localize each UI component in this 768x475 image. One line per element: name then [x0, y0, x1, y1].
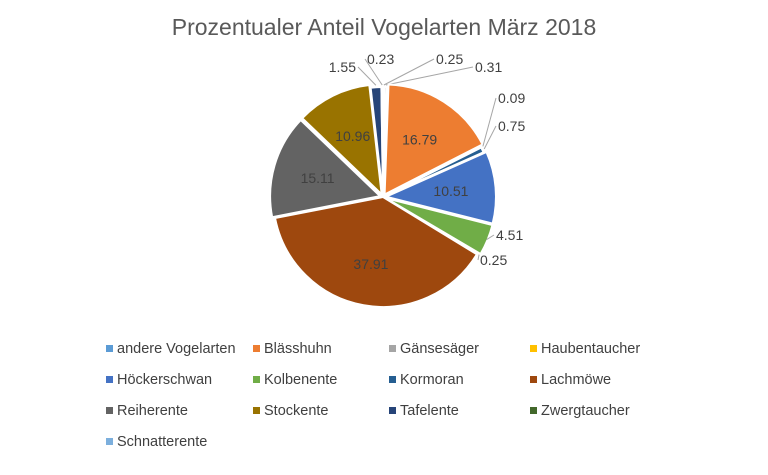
legend-item: Reiherente [106, 403, 188, 419]
legend-label: Kormoran [400, 372, 464, 388]
leader-line-3 [482, 97, 497, 147]
chart-title: Prozentualer Anteil Vogelarten März 2018 [171, 14, 597, 40]
legend-label: Lachmöwe [541, 372, 612, 388]
legend-item: Zwergtaucher [530, 403, 630, 419]
leader-line-10 [357, 66, 377, 86]
legend-label: Haubentaucher [541, 341, 641, 357]
legend-label: andere Vogelarten [117, 341, 236, 357]
data-label-2: 0.31 [475, 59, 502, 75]
legend-label: Tafelente [400, 403, 459, 419]
legend-label: Zwergtaucher [541, 403, 630, 419]
data-label-1: 16.79 [402, 131, 437, 147]
leader-line-12 [364, 58, 383, 86]
pie-slice-1 [383, 83, 484, 197]
legend-swatch [106, 438, 113, 445]
legend-swatch [530, 345, 537, 352]
legend-swatch [106, 376, 113, 383]
legend-swatch [106, 407, 113, 414]
legend-item: Kormoran [389, 372, 464, 388]
legend-item: Stockente [253, 403, 329, 419]
data-label-12: 0.23 [367, 51, 394, 67]
legend-item: Haubentaucher [530, 341, 640, 357]
data-label-8: 15.11 [301, 170, 335, 186]
legend-item: Höckerschwan [106, 372, 212, 388]
legend-swatch [389, 376, 396, 383]
data-label-11: 0.25 [480, 252, 507, 268]
legend-item: Kolbenente [253, 372, 337, 388]
data-label-3: 0.09 [498, 90, 525, 106]
legend-swatch [389, 345, 396, 352]
data-label-9: 10.96 [335, 128, 370, 144]
leader-line-2 [385, 66, 474, 86]
legend-item: Blässhuhn [253, 341, 332, 357]
data-label-5: 4.51 [496, 227, 523, 243]
leader-line-6 [483, 125, 497, 150]
pie-slice-12 [380, 85, 384, 198]
legend-label: Gänsesäger [400, 341, 479, 357]
legend-swatch [253, 345, 260, 352]
leader-line-0 [383, 58, 435, 86]
pie-slice-8 [269, 118, 383, 219]
legend-item: andere Vogelarten [106, 341, 236, 357]
pie-slice-9 [300, 83, 383, 197]
legend-label: Stockente [264, 403, 329, 419]
legend-item: Gänsesäger [389, 341, 479, 357]
leader-line-5 [486, 234, 495, 240]
legend-item: Lachmöwe [530, 372, 611, 388]
legend-label: Kolbenente [264, 372, 338, 388]
legend-label: Blässhuhn [264, 341, 332, 357]
legend-swatch [106, 345, 113, 352]
data-label-10: 1.55 [329, 59, 356, 75]
pie-slice-7 [273, 195, 479, 308]
legend-item: Tafelente [389, 403, 459, 419]
legend-swatch [530, 376, 537, 383]
data-label-6: 0.75 [498, 118, 525, 134]
data-label-0: 0.25 [436, 51, 463, 67]
leader-line-11 [477, 254, 480, 261]
legend-label: Höckerschwan [117, 372, 213, 388]
legend-item: Schnatterente [106, 434, 207, 450]
legend-swatch [253, 407, 260, 414]
legend-swatch [389, 407, 396, 414]
legend-swatch [530, 407, 537, 414]
pie-slice-4 [382, 150, 497, 225]
legend-swatch [253, 376, 260, 383]
pie-slice-5 [385, 197, 494, 256]
legend-label: Reiherente [117, 403, 188, 419]
data-label-4: 10.51 [433, 183, 468, 199]
legend-label: Schnatterente [117, 434, 208, 450]
data-label-7: 37.91 [353, 256, 388, 272]
